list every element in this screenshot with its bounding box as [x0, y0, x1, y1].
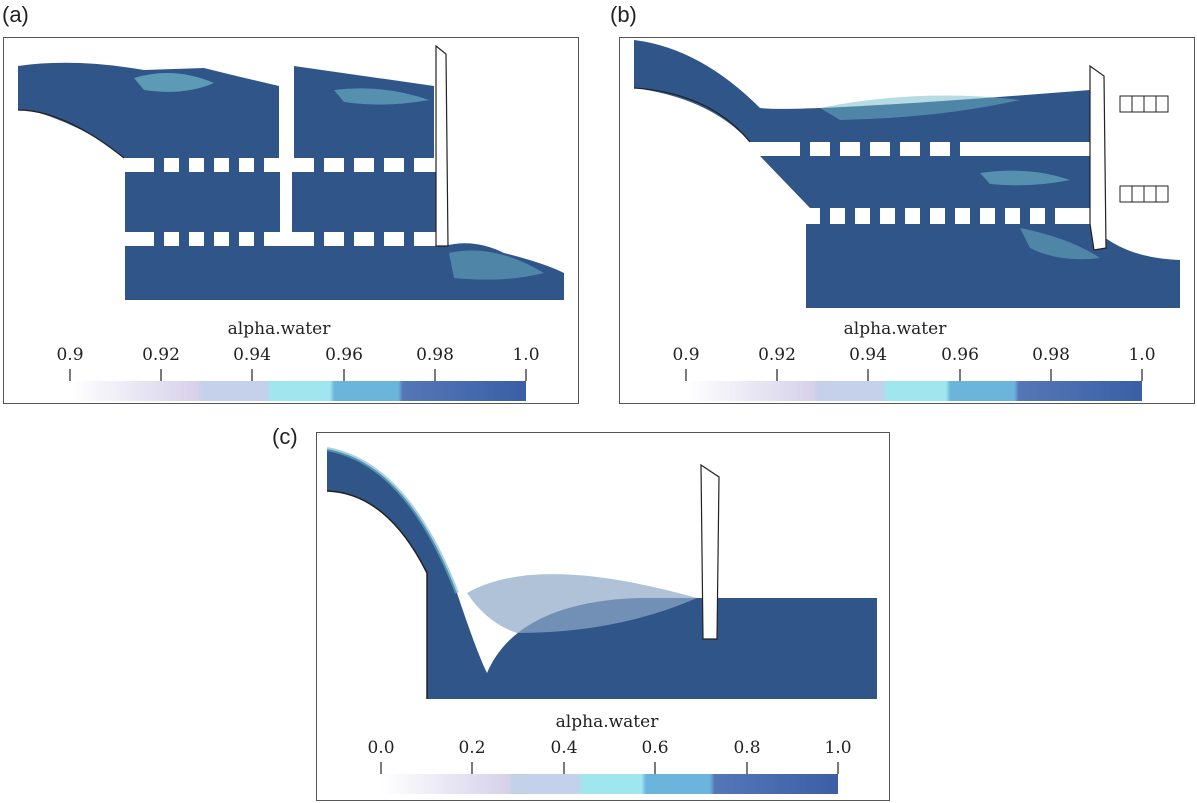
tick-c-2: 0.4 — [550, 738, 577, 758]
tick-c-0: 0.0 — [367, 738, 394, 758]
panel-a-diagram: alpha.water 0.9 0.92 0.94 0.96 0.98 1.0 — [17, 44, 564, 401]
foam-lower-a — [449, 250, 544, 280]
foam-region-c — [467, 574, 697, 633]
colorbar-tickmarks-c — [380, 762, 839, 774]
lower-flow-region-b — [806, 224, 1180, 308]
tick-c-1: 0.2 — [458, 738, 485, 758]
upper-flow-region-b — [634, 40, 1090, 142]
foam-surface-b — [820, 95, 1020, 120]
spillway-crest — [17, 109, 125, 159]
tick-c-5: 1.0 — [824, 738, 851, 758]
foam-surface-a1 — [134, 73, 214, 92]
colorbar-tickmarks-a — [69, 369, 527, 381]
tick-b-4: 0.98 — [1032, 345, 1070, 365]
tick-a-3: 0.96 — [325, 345, 363, 365]
gate-c — [700, 463, 720, 640]
tick-a-2: 0.94 — [233, 345, 271, 365]
panel-c: alpha.water 0.0 0.2 0.4 0.6 0.8 1.0 — [316, 432, 890, 801]
panel-a: alpha.water 0.9 0.92 0.94 0.96 0.98 1.0 — [3, 37, 579, 404]
colorbar-tickmarks-b — [685, 369, 1143, 381]
chamber-middle-right — [292, 172, 437, 232]
tick-b-1: 0.92 — [758, 345, 796, 365]
tick-a-0: 0.9 — [56, 345, 83, 365]
flow-region-c — [327, 449, 877, 699]
upper-flow-region-right — [294, 66, 434, 158]
tick-b-3: 0.96 — [941, 345, 979, 365]
tick-b-5: 1.0 — [1128, 345, 1155, 365]
foam-middle-b — [980, 170, 1070, 186]
tick-c-3: 0.6 — [641, 738, 668, 758]
colorbar-ticks-b: 0.9 0.92 0.94 0.96 0.98 1.0 — [672, 345, 1155, 365]
colorbar-title-a: alpha.water — [228, 319, 332, 339]
chamber-middle-b — [760, 156, 1090, 208]
connectors-b-2 — [820, 208, 1055, 224]
panel-b-diagram: alpha.water 0.9 0.92 0.94 0.96 0.98 1.0 — [633, 40, 1180, 401]
tick-b-2: 0.94 — [849, 345, 887, 365]
tick-a-5: 1.0 — [512, 345, 539, 365]
spillway-wall-c — [326, 490, 428, 699]
colorbar-a — [70, 381, 526, 401]
colorbar-c — [381, 774, 838, 794]
upper-flow-region — [18, 62, 279, 158]
panel-c-diagram: alpha.water 0.0 0.2 0.4 0.6 0.8 1.0 — [326, 447, 877, 794]
foam-surface-a2 — [334, 88, 429, 105]
gate-a — [435, 44, 449, 247]
tick-b-0: 0.9 — [672, 345, 699, 365]
panel-b: alpha.water 0.9 0.92 0.94 0.96 0.98 1.0 — [619, 37, 1195, 404]
foam-lower-b — [1020, 228, 1100, 260]
panel-label-b: (b) — [610, 2, 637, 27]
colorbar-b — [686, 381, 1142, 401]
connectors-row-1 — [154, 158, 414, 246]
chamber-middle-left — [125, 172, 280, 232]
gate-b — [1089, 64, 1107, 251]
panel-label-c: (c) — [272, 424, 298, 449]
colorbar-ticks-c: 0.0 0.2 0.4 0.6 0.8 1.0 — [367, 738, 851, 758]
foam-surface-c — [326, 447, 459, 594]
connectors-b-1 — [800, 142, 960, 156]
spillway-crest-b — [633, 87, 751, 143]
colorbar-ticks-a: 0.9 0.92 0.94 0.96 0.98 1.0 — [56, 345, 539, 365]
tick-a-4: 0.98 — [416, 345, 454, 365]
colorbar-title-c: alpha.water — [556, 712, 660, 732]
panel-label-a: (a) — [2, 2, 29, 27]
tick-c-4: 0.8 — [733, 738, 760, 758]
outlet-grates-b — [1119, 95, 1169, 203]
tick-a-1: 0.92 — [142, 345, 180, 365]
colorbar-title-b: alpha.water — [844, 319, 948, 339]
